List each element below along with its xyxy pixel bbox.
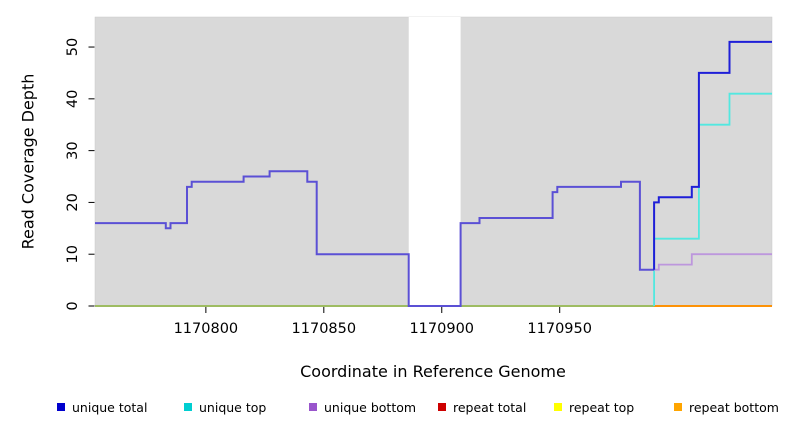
x-axis-title: Coordinate in Reference Genome <box>300 362 566 381</box>
legend-item-repeat-total: repeat total <box>438 399 526 415</box>
legend-item-repeat-bottom: repeat bottom <box>674 399 779 415</box>
x-tick-label: 1170850 <box>292 321 357 337</box>
unique-top-swatch-icon <box>184 403 192 411</box>
x-tick-label: 1170800 <box>174 321 239 337</box>
legend-label: repeat bottom <box>689 399 779 415</box>
legend-item-unique-top: unique top <box>184 399 266 415</box>
series-unique-bottom <box>654 253 772 271</box>
y-tick-label: 40 <box>65 90 81 108</box>
legend-item-unique-bottom: unique bottom <box>309 399 416 415</box>
repeat-total-swatch-icon <box>438 403 446 411</box>
legend-label: repeat top <box>569 399 635 415</box>
x-tick-label: 1170950 <box>527 321 592 337</box>
legend-item-unique-total: unique total <box>57 399 147 415</box>
y-axis-title: Read Coverage Depth <box>18 73 38 250</box>
legend-item-repeat-top: repeat top <box>554 399 634 415</box>
zero-coverage-gap <box>408 17 461 306</box>
y-tick-label: 50 <box>65 38 81 56</box>
y-tick-label: 20 <box>65 193 81 211</box>
series-unique-total-left-segment-overlaid-by-unique-bottom- <box>95 170 655 307</box>
x-tick-label: 1170900 <box>409 321 474 337</box>
repeat-bottom-swatch-icon <box>674 403 682 411</box>
legend-label: repeat total <box>453 399 527 415</box>
y-tick-label: 10 <box>65 245 81 263</box>
legend-label: unique bottom <box>324 399 417 415</box>
unique-total-swatch-icon <box>57 403 65 411</box>
y-tick-label: 30 <box>65 141 81 159</box>
repeat-top-swatch-icon <box>554 403 562 411</box>
unique-bottom-swatch-icon <box>309 403 317 411</box>
legend-label: unique top <box>199 399 267 415</box>
series-unique-total-right-segment- <box>653 40 772 270</box>
legend-label: unique total <box>72 399 148 415</box>
y-tick-label: 0 <box>65 301 81 310</box>
